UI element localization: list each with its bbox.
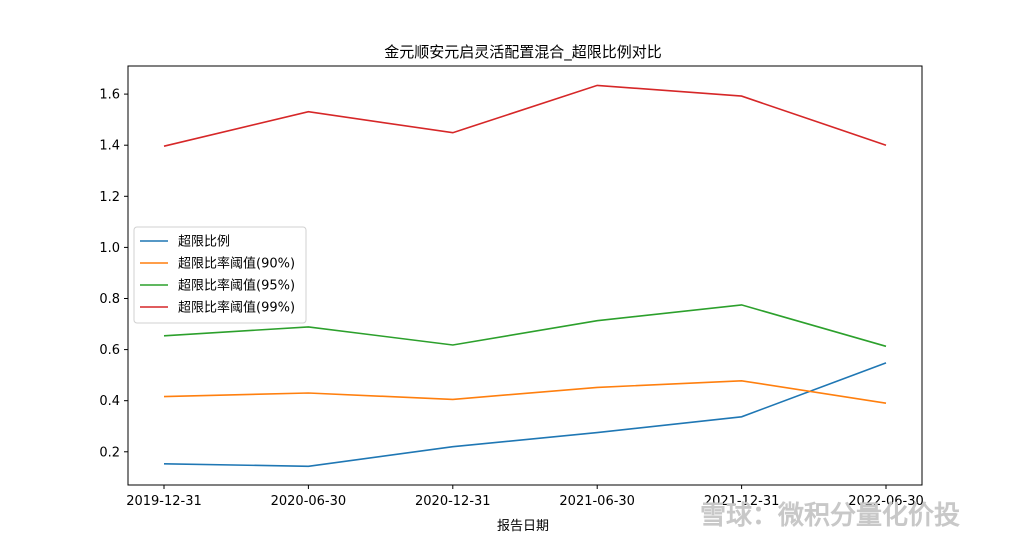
x-tick-label: 2020-06-30 (271, 494, 347, 509)
series-line-3 (163, 84, 887, 147)
series-line-2 (163, 304, 887, 348)
y-tick-label: 0.8 (99, 292, 120, 307)
series-lines (163, 84, 887, 468)
legend-label: 超限比例 (178, 235, 230, 250)
series-line-1 (163, 379, 887, 404)
legend-label: 超限比率阈值(95%) (178, 278, 295, 294)
y-tick-label: 1.2 (99, 190, 120, 205)
legend-box (133, 226, 307, 324)
x-axis-label: 报告日期 (497, 519, 549, 534)
y-tick-label: 1.6 (99, 88, 120, 103)
watermark-text: 雪球：微积分量化价投 (700, 500, 960, 531)
y-tick-label: 1.0 (99, 241, 120, 256)
y-tick-label: 0.2 (99, 445, 120, 460)
x-tick-label: 2019-12-31 (126, 494, 202, 509)
x-tick-label: 2020-12-31 (415, 494, 491, 509)
legend-label: 超限比率阈值(90%) (178, 256, 295, 272)
x-axis: 2019-12-31 2020-06-30 2020-12-31 2021-06-30… (126, 485, 924, 509)
x-tick-label: 2021-06-30 (559, 494, 635, 509)
y-tick-label: 0.4 (99, 394, 120, 409)
y-tick-label: 0.6 (99, 343, 120, 358)
x-tick-label: 2022-06-30 (848, 494, 924, 509)
legend-label: 超限比率阈值(99%) (178, 300, 295, 316)
y-axis: 0.2 0.4 0.6 0.8 1.0 1.2 1.4 1.6 (99, 88, 128, 460)
y-tick-label: 1.4 (99, 139, 120, 154)
x-tick-label: 2021-12-31 (704, 494, 780, 509)
chart-title: 金元顺安元启灵活配置混合_超限比例对比 (384, 43, 662, 62)
series-line-0 (163, 362, 887, 468)
